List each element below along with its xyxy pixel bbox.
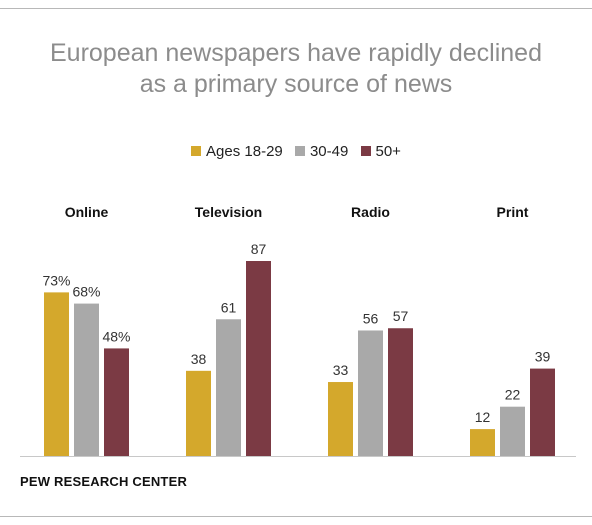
bar-print-50-plus [530, 368, 555, 456]
data-label-radio-50-plus: 57 [393, 308, 409, 324]
data-label-online-50-plus: 48% [102, 328, 130, 344]
legend-label-30-49: 30-49 [309, 143, 349, 160]
data-label-online-18-29: 73% [42, 272, 70, 288]
bar-online-18-29 [44, 292, 69, 456]
legend-swatch-18-29 [191, 146, 202, 156]
data-label-radio-30-49: 56 [363, 310, 379, 326]
legend-label-50-plus: 50+ [375, 143, 401, 160]
data-label-print-30-49: 22 [505, 387, 521, 403]
chart-legend: Ages 18-29 30-49 50+ [0, 143, 592, 160]
data-label-print-18-29: 12 [475, 409, 491, 425]
data-label-television-50-plus: 87 [251, 241, 267, 257]
legend-item-50-plus: 50+ [360, 143, 401, 160]
bottom-rule [0, 516, 592, 517]
top-rule [0, 8, 592, 9]
category-label-print: Print [497, 204, 529, 220]
bar-online-50-plus [104, 348, 129, 456]
data-label-television-30-49: 61 [221, 299, 237, 315]
legend-item-30-49: 30-49 [294, 143, 349, 160]
data-label-print-50-plus: 39 [535, 349, 551, 365]
legend-label-18-29: Ages 18-29 [206, 143, 283, 160]
bar-print-30-49 [500, 406, 525, 456]
bar-print-18-29 [470, 429, 495, 456]
bar-television-30-49 [216, 319, 241, 456]
bar-radio-30-49 [358, 330, 383, 456]
chart-title-line-2: as a primary source of news [139, 70, 453, 98]
chart-title-line-1: European newspapers have rapidly decline… [50, 39, 542, 67]
source-credit: PEW RESEARCH CENTER [20, 474, 188, 489]
bar-radio-18-29 [328, 382, 353, 456]
data-label-online-30-49: 68% [72, 284, 100, 300]
legend-swatch-30-49 [294, 146, 305, 156]
data-label-television-18-29: 38 [191, 351, 207, 367]
category-label-online: Online [65, 204, 109, 220]
bar-online-30-49 [74, 303, 99, 456]
data-label-radio-18-29: 33 [333, 362, 349, 378]
chart-title: European newspapers have rapidly decline… [0, 38, 592, 100]
legend-swatch-50-plus [360, 146, 371, 156]
legend-item-18-29: Ages 18-29 [191, 143, 283, 160]
category-label-radio: Radio [351, 204, 390, 220]
bar-television-50-plus [246, 261, 271, 456]
bar-television-18-29 [186, 370, 211, 456]
category-label-television: Television [195, 204, 262, 220]
bar-radio-50-plus [388, 328, 413, 456]
